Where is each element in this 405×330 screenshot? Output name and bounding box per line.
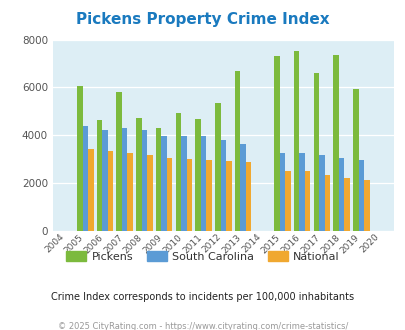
Bar (313, 73, 318, 231)
Bar (116, 92, 121, 231)
Bar (226, 161, 231, 231)
Legend: Pickens, South Carolina, National: Pickens, South Carolina, National (62, 247, 343, 267)
Bar (215, 103, 220, 231)
Bar (240, 145, 245, 231)
Bar (77, 86, 82, 231)
Text: © 2025 CityRating.com - https://www.cityrating.com/crime-statistics/: © 2025 CityRating.com - https://www.city… (58, 322, 347, 330)
Bar (234, 71, 240, 231)
Bar (358, 160, 363, 231)
Bar (206, 160, 211, 231)
Bar (298, 153, 304, 231)
Bar (88, 149, 94, 231)
Bar (343, 178, 349, 231)
Bar (318, 155, 324, 231)
Bar (136, 118, 141, 231)
Text: Pickens Property Crime Index: Pickens Property Crime Index (76, 12, 329, 26)
Bar (127, 153, 133, 231)
Bar (338, 158, 343, 231)
Bar (200, 136, 206, 231)
Bar (102, 130, 107, 231)
Bar (273, 56, 279, 231)
Bar (220, 140, 226, 231)
Bar (161, 136, 166, 231)
Bar (195, 119, 200, 231)
Bar (147, 155, 152, 231)
Text: Crime Index corresponds to incidents per 100,000 inhabitants: Crime Index corresponds to incidents per… (51, 292, 354, 302)
Bar (304, 171, 310, 231)
Bar (352, 89, 358, 231)
Bar (245, 162, 251, 231)
Bar (333, 55, 338, 231)
Bar (284, 171, 290, 231)
Bar (324, 175, 329, 231)
Bar (82, 126, 88, 231)
Bar (175, 113, 181, 231)
Bar (181, 136, 186, 231)
Bar (96, 120, 102, 231)
Bar (156, 128, 161, 231)
Bar (279, 152, 284, 231)
Bar (363, 180, 369, 231)
Bar (141, 130, 147, 231)
Bar (166, 158, 172, 231)
Bar (293, 51, 298, 231)
Bar (122, 128, 127, 231)
Bar (107, 151, 113, 231)
Bar (186, 159, 192, 231)
